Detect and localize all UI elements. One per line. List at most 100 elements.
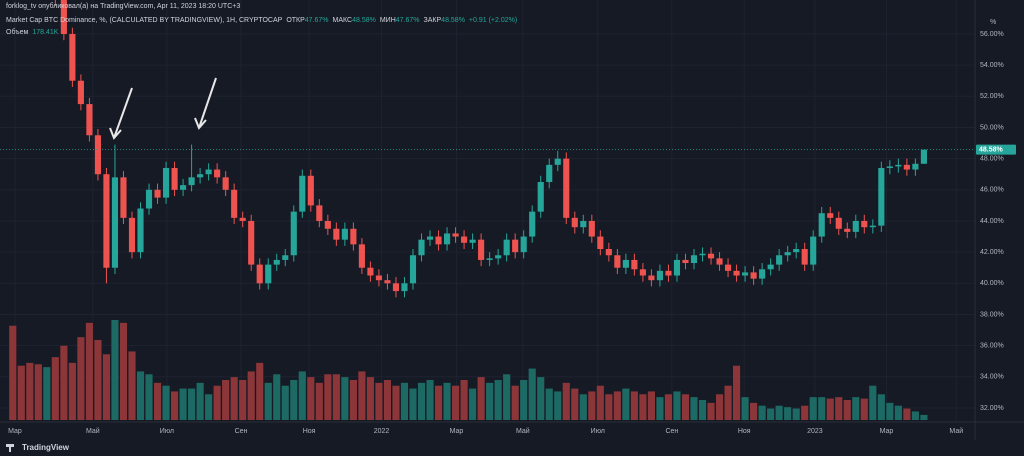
candle-body <box>733 270 740 276</box>
candle-body <box>818 213 825 237</box>
candle-body <box>86 104 93 136</box>
candle-body <box>282 255 289 260</box>
legend-label: МАКС <box>333 17 353 24</box>
volume-bar <box>256 362 264 420</box>
candle-body <box>639 269 646 276</box>
candle-body <box>784 252 791 256</box>
candle-body <box>401 283 408 292</box>
volume-bar <box>724 385 732 420</box>
candle-body <box>341 228 348 240</box>
candle-body <box>69 33 76 81</box>
candle-body <box>214 169 221 178</box>
candle-body <box>409 255 417 284</box>
volume-bar <box>528 368 536 420</box>
candle-body <box>810 236 817 265</box>
candle-body <box>290 211 297 256</box>
last-price-tag <box>976 144 1016 155</box>
author-line: forklog_tv опубликовал(а) на TradingView… <box>6 2 240 10</box>
candle-body <box>512 239 519 253</box>
x-tick-label: Июл <box>160 428 174 435</box>
volume-bar <box>128 351 136 420</box>
candle-body <box>358 244 365 268</box>
candle-body <box>554 158 561 165</box>
volume-bar <box>179 388 187 420</box>
candle-body <box>895 164 902 167</box>
volume-bar <box>51 357 59 420</box>
volume-bar <box>43 367 51 420</box>
legend-value: 48.58% <box>352 17 376 24</box>
candle-body <box>724 264 732 271</box>
candle-body <box>588 220 595 237</box>
brand-logo <box>6 444 14 452</box>
volume-bar <box>579 394 587 420</box>
volume-bar <box>886 402 894 420</box>
candle-body <box>886 166 893 168</box>
y-tick-label: 54.00% <box>980 62 1004 69</box>
volume-bar <box>843 400 851 420</box>
candle-body <box>912 163 919 170</box>
volume-bar <box>767 408 775 420</box>
candle-body <box>375 275 382 281</box>
volume-bar <box>392 385 400 420</box>
arrows <box>109 77 217 140</box>
volume-bar <box>341 377 349 420</box>
volume-bar <box>630 391 638 420</box>
y-tick-label: 38.00% <box>980 311 1004 318</box>
volume-bar <box>809 397 817 420</box>
volume-bar <box>434 385 443 420</box>
x-tick-label: Ноя <box>738 428 751 435</box>
candle-body <box>324 220 331 229</box>
legend-value: 47.67% <box>396 17 420 24</box>
volume-bar <box>698 400 707 420</box>
volume-bar <box>520 380 528 420</box>
x-tick-label: 2022 <box>374 428 390 435</box>
candle-body <box>776 255 783 265</box>
candle-body <box>120 177 127 218</box>
volume-bar <box>315 382 323 420</box>
candle-body <box>503 239 510 256</box>
volume-bar <box>298 371 306 420</box>
candle-body <box>392 283 400 292</box>
volume-bar <box>860 398 868 420</box>
volume-bar <box>290 380 298 420</box>
brand: TradingView <box>22 443 70 452</box>
volume-bar <box>230 377 238 420</box>
volume-legend: Объем 178.41K <box>6 28 59 36</box>
volume-bar <box>894 405 902 420</box>
y-tick-label: 34.00% <box>980 374 1004 381</box>
candle-body <box>162 167 170 198</box>
volume-bar <box>920 414 928 420</box>
legend-line: Market Cap BTC Dominance, %, (CALCULATED… <box>6 17 517 24</box>
volume-bar <box>85 322 93 420</box>
candle-body <box>103 174 110 268</box>
volume-bar <box>409 388 417 420</box>
candle-body <box>529 211 536 237</box>
legend-label: Объем <box>6 28 28 36</box>
volume-bar <box>511 385 519 420</box>
legend-label: МИН <box>380 17 396 24</box>
volume-bar <box>818 397 826 420</box>
volume-bar <box>68 362 76 420</box>
x-tick-label: Мар <box>8 428 22 435</box>
legend-value: 178.41K <box>32 29 58 36</box>
arrow-head <box>194 117 207 130</box>
volume-bar <box>111 320 119 420</box>
volume-bar <box>94 340 102 420</box>
volume-bar <box>196 382 204 420</box>
candle-body <box>128 217 136 253</box>
volume-bar <box>136 371 145 420</box>
candle-body <box>248 220 255 265</box>
candle-body <box>265 264 272 284</box>
candle-body <box>478 239 485 260</box>
volume-bar <box>332 374 340 420</box>
candle-body <box>852 220 859 232</box>
y-tick-label: 40.00% <box>980 280 1004 287</box>
volume-bar <box>571 388 579 420</box>
candle-body <box>716 258 723 265</box>
volume-pane <box>9 320 928 420</box>
legend-value: 47.67% <box>305 17 329 24</box>
candle-body <box>222 177 229 190</box>
candle-body <box>188 177 195 186</box>
volume-bar <box>826 398 834 420</box>
candle-body <box>665 270 672 276</box>
